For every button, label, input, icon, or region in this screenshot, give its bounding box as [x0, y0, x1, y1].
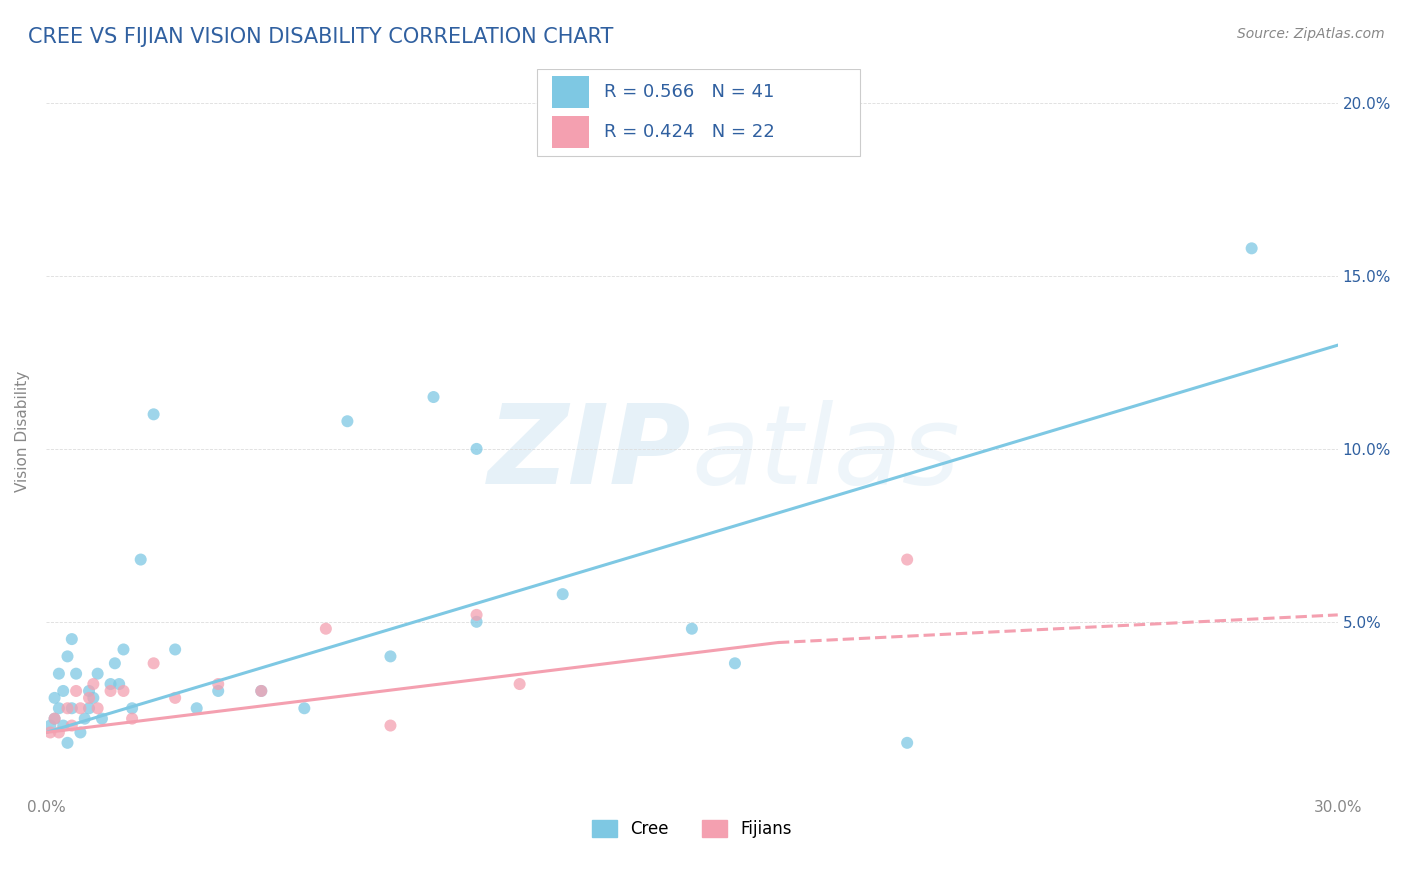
Point	[292, 701, 315, 715]
Point	[39, 718, 62, 732]
Point	[1240, 241, 1263, 255]
Point	[509, 677, 531, 691]
Point	[65, 666, 87, 681]
Point	[100, 677, 122, 691]
Text: Source: ZipAtlas.com: Source: ZipAtlas.com	[1237, 27, 1385, 41]
Point	[336, 414, 359, 428]
Point	[121, 701, 143, 715]
Point	[48, 725, 70, 739]
Point	[465, 607, 488, 622]
Point	[52, 684, 75, 698]
Point	[60, 718, 83, 732]
Point	[108, 677, 131, 691]
Point	[129, 552, 152, 566]
Text: R = 0.566   N = 41: R = 0.566 N = 41	[605, 83, 775, 101]
Point	[60, 632, 83, 646]
Point	[142, 407, 165, 421]
Point	[65, 684, 87, 698]
Point	[44, 712, 66, 726]
Point	[250, 684, 273, 698]
Point	[48, 666, 70, 681]
Point	[207, 677, 229, 691]
Point	[77, 684, 100, 698]
Text: ZIP: ZIP	[488, 400, 692, 507]
Y-axis label: Vision Disability: Vision Disability	[15, 371, 30, 492]
Point	[82, 677, 104, 691]
Point	[69, 725, 91, 739]
Legend: Cree, Fijians: Cree, Fijians	[585, 813, 799, 845]
Point	[896, 736, 918, 750]
Point	[86, 666, 108, 681]
Point	[100, 684, 122, 698]
Point	[165, 642, 187, 657]
FancyBboxPatch shape	[537, 69, 860, 156]
Bar	[553, 76, 589, 109]
Point	[165, 690, 187, 705]
Point	[724, 657, 747, 671]
Point	[39, 725, 62, 739]
Point	[315, 622, 337, 636]
Point	[112, 642, 135, 657]
Point	[56, 649, 79, 664]
Text: R = 0.424   N = 22: R = 0.424 N = 22	[605, 123, 775, 141]
Text: atlas: atlas	[692, 400, 960, 507]
Point	[380, 649, 402, 664]
Point	[896, 552, 918, 566]
Point	[69, 701, 91, 715]
Point	[207, 684, 229, 698]
Point	[250, 684, 273, 698]
Point	[465, 442, 488, 456]
Point	[77, 701, 100, 715]
Point	[44, 690, 66, 705]
Point	[86, 701, 108, 715]
Point	[142, 657, 165, 671]
Point	[60, 701, 83, 715]
Point	[48, 701, 70, 715]
Point	[52, 718, 75, 732]
Point	[56, 736, 79, 750]
Point	[73, 712, 96, 726]
Bar	[553, 116, 589, 148]
Point	[112, 684, 135, 698]
Point	[551, 587, 574, 601]
Point	[56, 701, 79, 715]
Point	[380, 718, 402, 732]
Text: CREE VS FIJIAN VISION DISABILITY CORRELATION CHART: CREE VS FIJIAN VISION DISABILITY CORRELA…	[28, 27, 613, 46]
Point	[44, 712, 66, 726]
Point	[82, 690, 104, 705]
Point	[91, 712, 114, 726]
Point	[465, 615, 488, 629]
Point	[186, 701, 208, 715]
Point	[422, 390, 444, 404]
Point	[77, 690, 100, 705]
Point	[121, 712, 143, 726]
Point	[104, 657, 127, 671]
Point	[681, 622, 703, 636]
